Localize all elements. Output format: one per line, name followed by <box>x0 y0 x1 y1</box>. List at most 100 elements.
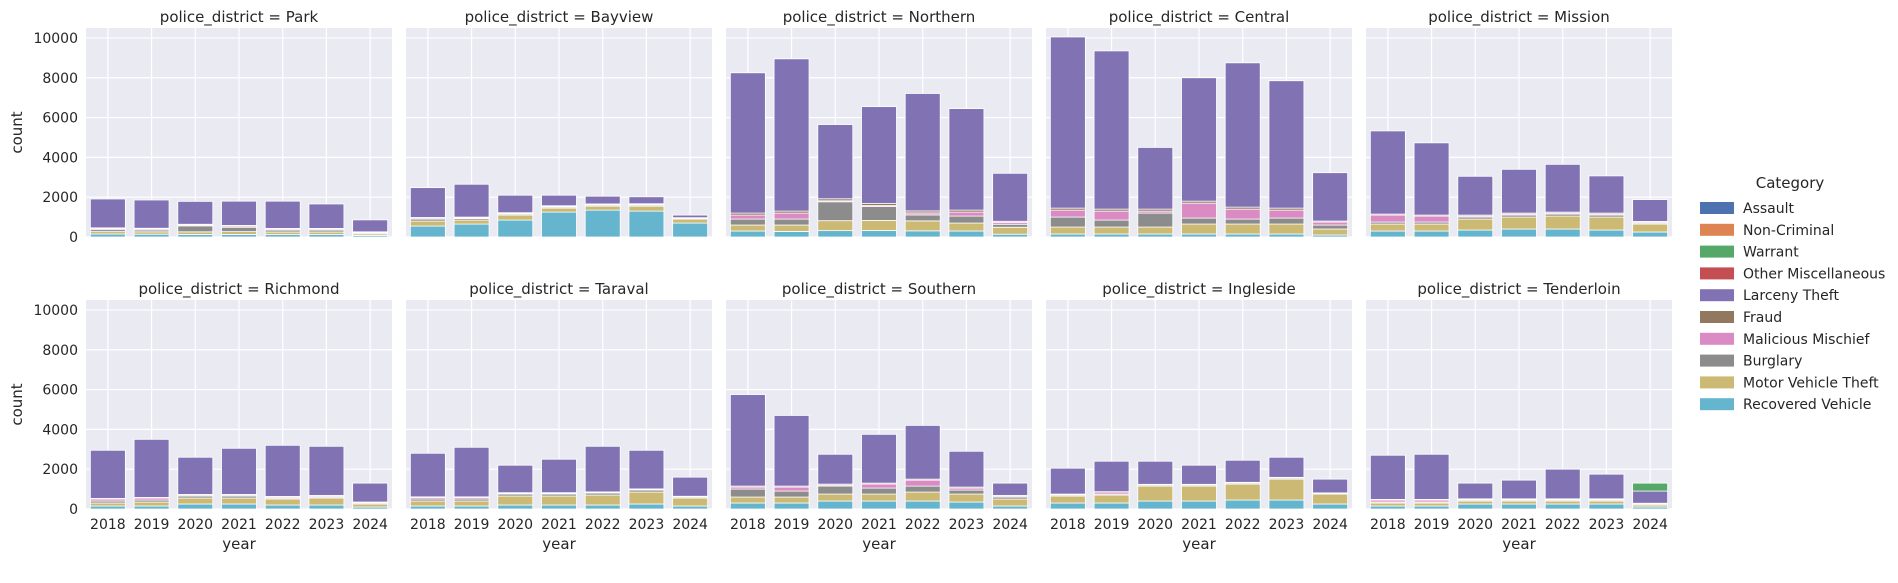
bar-segment <box>904 214 941 222</box>
y-tick-label: 0 <box>69 502 78 518</box>
bar-segment <box>1632 231 1669 238</box>
bar-segment <box>729 72 766 214</box>
bar-segment <box>904 424 941 480</box>
bar-segment <box>1457 218 1494 231</box>
bar-segment <box>177 225 214 233</box>
y-tick-label: 6000 <box>42 111 78 127</box>
bar-segment <box>729 502 766 510</box>
bar-segment <box>1224 218 1261 225</box>
bar-segment <box>1181 223 1217 235</box>
x-tick-label: 2022 <box>905 517 941 533</box>
bar-segment <box>133 501 170 507</box>
bar-segment <box>1268 80 1305 209</box>
bar-segment <box>1457 500 1494 505</box>
bar-segment <box>1224 223 1261 235</box>
bar-segment <box>89 502 126 507</box>
x-tick-label: 2022 <box>1545 517 1581 533</box>
bar-segment <box>817 500 854 510</box>
bar-segment <box>672 476 709 497</box>
facet-panel: police_district = Southern 2018 2019 2020 20… <box>726 280 1032 553</box>
bar-segment <box>1544 503 1581 510</box>
legend-swatch <box>1700 223 1734 236</box>
bar-segment <box>584 195 621 205</box>
bar-segment <box>904 500 941 510</box>
facet-title: police_district = Ingleside <box>1102 280 1296 299</box>
bar-segment <box>1137 460 1174 485</box>
bar-segment <box>1544 500 1581 505</box>
bar-segment <box>1413 505 1450 510</box>
bar-segment <box>861 433 897 484</box>
bar-segment <box>584 494 621 506</box>
bar-segment <box>861 500 897 510</box>
bar-segment <box>817 485 854 495</box>
x-tick-label: 2022 <box>265 517 301 533</box>
bar-segment <box>992 233 1029 238</box>
bar-segment <box>264 498 301 506</box>
facet-panel: police_district = Bayview <box>406 8 712 238</box>
bar-segment <box>497 194 534 214</box>
bar-segment <box>672 505 709 510</box>
bar-segment <box>1268 223 1305 235</box>
facet-panel: police_district = Taraval 2018 2019 2020 202… <box>406 280 712 553</box>
x-tick-label: 2019 <box>134 517 170 533</box>
x-tick-label: 2021 <box>541 517 577 533</box>
facet-title: police_district = Bayview <box>465 8 654 27</box>
bar-segment <box>1224 233 1261 238</box>
bar-segment <box>1181 464 1217 485</box>
bar-segment <box>1268 217 1305 225</box>
bar-segment <box>904 485 941 493</box>
legend-swatch <box>1700 332 1734 345</box>
facet-title: police_district = Taraval <box>469 280 648 299</box>
legend-label: Motor Vehicle Theft <box>1743 375 1879 391</box>
bar-segment <box>729 496 766 504</box>
bar-segment <box>729 218 766 226</box>
bar-segment <box>1369 214 1406 223</box>
bar-segment <box>1093 460 1130 493</box>
bar-segment <box>729 394 766 487</box>
facet-panel: police_district = Tenderloin 2018 2019 2020… <box>1366 280 1672 553</box>
bar-segment <box>1588 229 1625 238</box>
bar-segment <box>1049 233 1086 238</box>
bar-segment <box>773 212 810 220</box>
bar-segment <box>308 445 345 496</box>
bar-segment <box>541 495 577 506</box>
bar-segment <box>773 218 810 226</box>
x-tick-label: 2021 <box>861 517 897 533</box>
bar-segment <box>584 205 621 211</box>
bar-segment <box>1457 503 1494 510</box>
x-tick-label: 2021 <box>1181 517 1217 533</box>
bar-segment <box>1588 216 1625 231</box>
y-tick-label: 6000 <box>42 383 78 399</box>
bar-segment <box>584 209 621 238</box>
bar-segment <box>453 446 490 498</box>
bar-segment <box>352 482 389 503</box>
y-tick-label: 2000 <box>42 462 78 478</box>
bar-segment <box>672 222 709 238</box>
y-axis-label: count <box>8 383 26 425</box>
bar-segment <box>861 493 897 502</box>
bar-segment <box>948 108 985 211</box>
facet-panel: police_district = Mission <box>1366 8 1672 238</box>
bar-segment <box>817 230 854 238</box>
bar-segment <box>1588 473 1625 500</box>
bar-segment <box>1312 228 1349 236</box>
bar-segment <box>1457 175 1494 216</box>
bar-segment <box>541 207 577 213</box>
bar-segment <box>628 205 665 212</box>
bar-segment <box>1544 163 1581 213</box>
x-tick-label: 2021 <box>1501 517 1537 533</box>
x-axis-label: year <box>542 535 576 553</box>
bar-segment <box>177 497 214 505</box>
bar-segment <box>1501 168 1537 214</box>
bar-segment <box>1312 172 1349 222</box>
x-tick-label: 2018 <box>410 517 446 533</box>
legend-label: Warrant <box>1743 245 1799 261</box>
bar-segment <box>1632 490 1669 504</box>
bar-segment <box>948 450 985 488</box>
bar-segment <box>948 211 985 217</box>
bar-segment <box>861 483 897 489</box>
y-tick-label: 4000 <box>42 422 78 438</box>
bar-segment <box>221 503 257 510</box>
x-tick-label: 2019 <box>774 517 810 533</box>
bar-segment <box>1588 500 1625 505</box>
